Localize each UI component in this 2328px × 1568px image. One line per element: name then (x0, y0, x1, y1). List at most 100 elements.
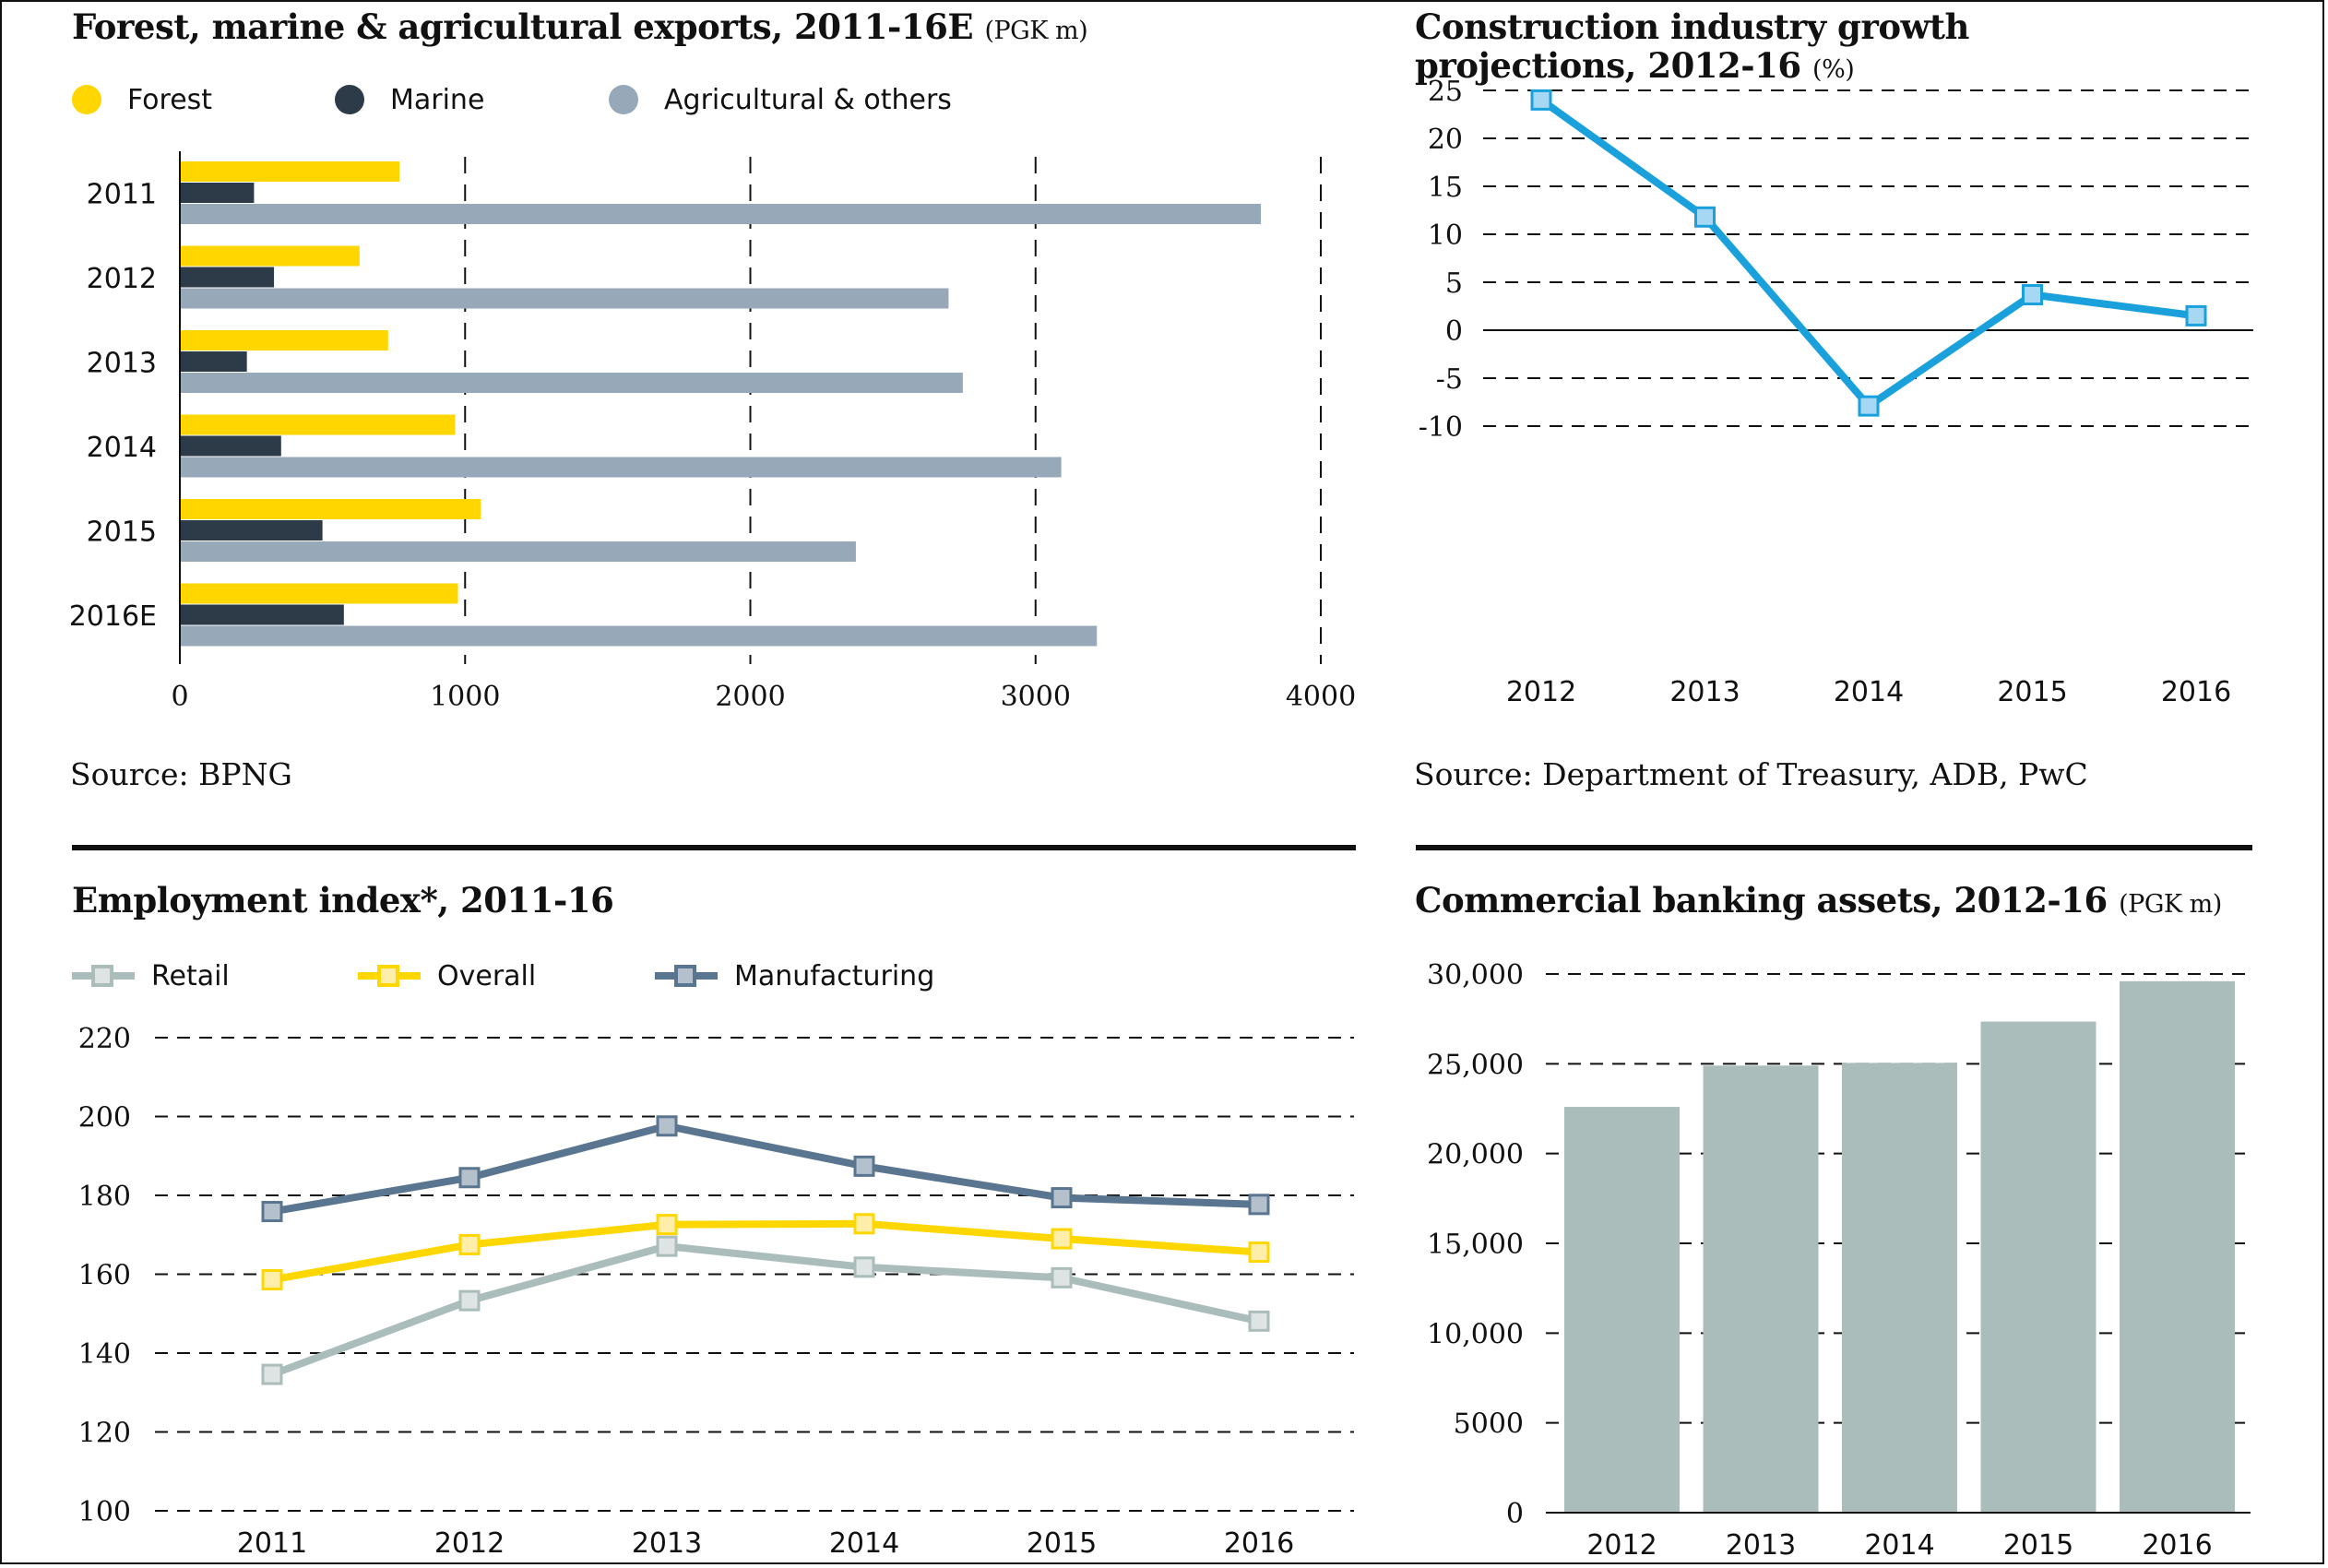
legend-item-marine: Marine (335, 84, 484, 116)
construction-title-unit: (%) (1812, 55, 1855, 84)
overall-swatch-icon (358, 965, 421, 987)
marker-growth-2016 (2185, 304, 2207, 327)
x-tick-label-2012: 2012 (434, 1527, 505, 1560)
y-tick-label-25-000: 25,000 (1427, 1049, 1524, 1081)
bar-agricultural-others-2013 (180, 373, 963, 393)
legend-item-retail: Retail (72, 960, 230, 992)
marker-growth-2014 (1858, 395, 1880, 417)
employment-legend: Retail Overall Manufacturing (72, 957, 1363, 994)
bar-agricultural-others-2015 (180, 541, 856, 562)
x-tick-label-2013: 2013 (1669, 676, 1740, 708)
agricultural-swatch-icon (609, 85, 638, 114)
marker-manufacturing-2012 (458, 1167, 481, 1189)
marker-overall-2015 (1051, 1228, 1073, 1250)
x-tick-label-2012: 2012 (1586, 1529, 1657, 1562)
legend-item-manufacturing: Manufacturing (655, 960, 934, 992)
y-tick-label-180: 180 (78, 1181, 131, 1213)
y-tick-label-20: 20 (1428, 124, 1463, 156)
x-tick-label-2014: 2014 (829, 1527, 899, 1560)
marker-manufacturing-2015 (1051, 1187, 1073, 1209)
y-tick-label-5: 5 (1445, 267, 1463, 300)
bar-2013 (1703, 1065, 1819, 1513)
x-tick-label-0: 0 (171, 681, 188, 713)
y-tick-label-10: -10 (1419, 411, 1463, 444)
y-tick-label-120: 120 (78, 1418, 131, 1450)
legend-label-marine: Marine (390, 83, 485, 116)
y-tick-label-5: -5 (1436, 363, 1463, 396)
x-tick-label-2015: 2015 (2003, 1529, 2073, 1562)
marker-overall-2016 (1248, 1241, 1270, 1264)
marker-manufacturing-2016 (1248, 1194, 1270, 1216)
bar-2016 (2120, 980, 2235, 1513)
legend-item-agricultural: Agricultural & others (609, 84, 952, 116)
exports-title: Forest, marine & agricultural exports, 2… (72, 6, 1088, 51)
bar-forest-2015 (180, 499, 481, 519)
legend-label-forest: Forest (127, 83, 213, 116)
manufacturing-swatch-icon (655, 965, 718, 987)
retail-swatch-icon (72, 965, 135, 987)
marker-overall-2014 (853, 1213, 875, 1235)
legend-label-overall: Overall (437, 959, 537, 992)
bar-marine-2014 (180, 435, 281, 457)
x-tick-label-2015: 2015 (1027, 1527, 1097, 1560)
marker-overall-2011 (261, 1268, 283, 1290)
y-tick-label-2015: 2015 (87, 517, 157, 549)
banking-title-text: Commercial banking assets, 2012-16 (1415, 880, 2108, 921)
bar-marine-2011 (180, 183, 255, 203)
banking-chart: 30,000 25,000 20,000 15,000 10,000 5000 0 2012 2… (1427, 959, 2251, 1562)
bar-marine-2015 (180, 520, 323, 540)
x-tick-label-2012: 2012 (1506, 676, 1576, 708)
marker-overall-2012 (458, 1233, 481, 1255)
y-tick-label-25: 25 (1428, 76, 1463, 108)
marker-growth-2015 (2022, 284, 2043, 306)
y-tick-label-2016e: 2016E (69, 600, 157, 633)
y-tick-label-10-000: 10,000 (1427, 1318, 1524, 1350)
bar-marine-2012 (180, 267, 275, 288)
bar-marine-2016e (180, 604, 344, 625)
y-tick-label-10: 10 (1428, 220, 1463, 252)
y-tick-label-5000: 5000 (1454, 1408, 1524, 1441)
y-tick-label-30-000: 30,000 (1427, 959, 1524, 992)
x-tick-label-4000: 4000 (1286, 681, 1356, 713)
y-tick-label-2014: 2014 (87, 432, 157, 464)
y-tick-label-2012: 2012 (87, 263, 157, 295)
marker-overall-2013 (656, 1214, 678, 1236)
bar-agricultural-others-2011 (180, 204, 1262, 224)
bar-forest-2014 (180, 414, 456, 435)
legend-label-manufacturing: Manufacturing (734, 959, 935, 992)
forest-swatch-icon (72, 85, 101, 114)
bar-2012 (1564, 1107, 1680, 1513)
bar-agricultural-others-2016e (180, 625, 1098, 647)
construction-title: Construction industry growth projections… (1415, 7, 1969, 89)
legend-item-forest: Forest (72, 84, 212, 116)
bar-forest-2012 (180, 245, 360, 267)
y-tick-label-220: 220 (78, 1023, 131, 1055)
exports-legend: Forest Marine Agricultural & others (72, 81, 1363, 118)
section-divider-left (72, 845, 1356, 850)
y-tick-label-0: 0 (1445, 315, 1463, 348)
exports-source: Source: BPNG (70, 756, 292, 792)
bar-2014 (1842, 1063, 1957, 1513)
y-tick-label-160: 160 (78, 1260, 131, 1292)
y-tick-label-0: 0 (1506, 1498, 1524, 1530)
y-tick-label-2011: 2011 (87, 179, 157, 211)
series-line-retail (270, 1242, 1260, 1378)
x-tick-label-2011: 2011 (237, 1527, 307, 1560)
x-tick-label-2013: 2013 (1726, 1529, 1796, 1562)
y-tick-label-100: 100 (78, 1496, 131, 1528)
series-line-manufacturing (271, 1122, 1260, 1216)
x-tick-label-2014: 2014 (1834, 676, 1904, 708)
y-tick-label-15-000: 15,000 (1427, 1229, 1524, 1261)
employment-title: Employment index*, 2011-16 (72, 880, 614, 921)
bar-2015 (1980, 1021, 2096, 1513)
marker-retail-2014 (853, 1256, 875, 1278)
marker-growth-2013 (1694, 206, 1716, 228)
x-tick-label-2016: 2016 (2142, 1529, 2212, 1562)
exports-title-text: Forest, marine & agricultural exports, 2… (72, 6, 974, 47)
employment-title-text: Employment index*, 2011-16 (72, 880, 614, 921)
banking-title-unit: (PGK m) (2119, 890, 2222, 919)
marker-retail-2016 (1248, 1310, 1270, 1332)
bar-agricultural-others-2012 (180, 288, 949, 309)
